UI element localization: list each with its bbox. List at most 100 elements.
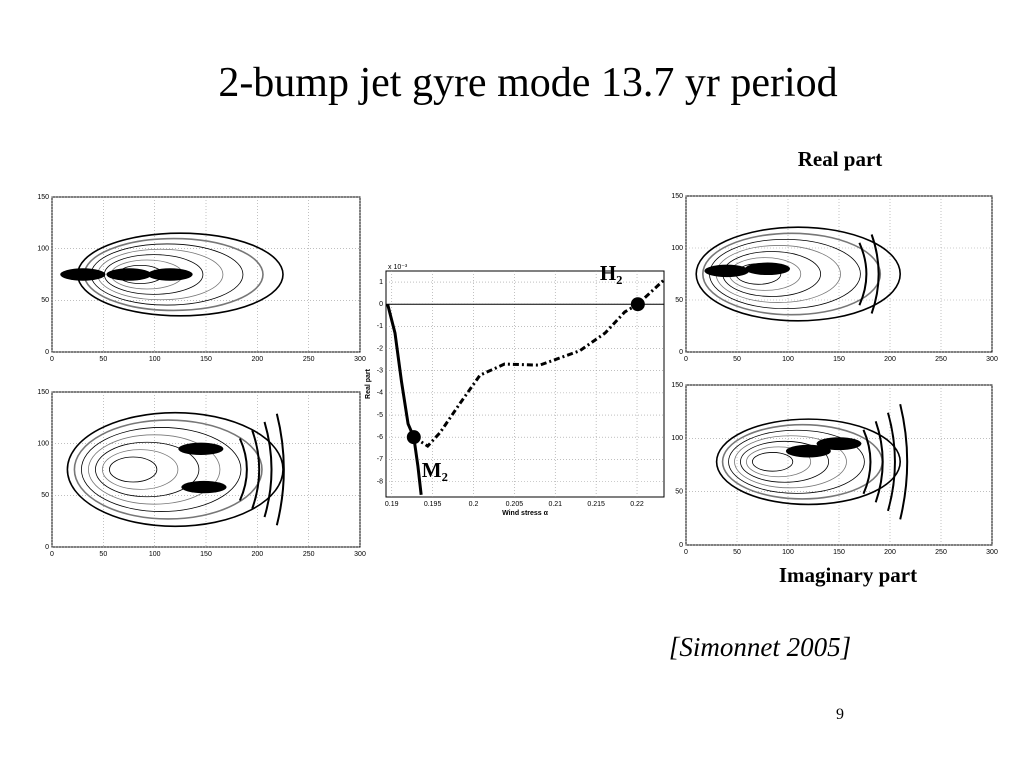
x-tick-label: 100 xyxy=(149,356,161,363)
y-tick-label: 50 xyxy=(41,297,49,304)
slide-title: 2-bump jet gyre mode 13.7 yr period xyxy=(218,60,837,106)
bifurcation-point xyxy=(630,297,645,312)
x-tick-label: 0 xyxy=(684,549,688,556)
x-tick-label: 100 xyxy=(782,549,794,556)
x-tick-label: 50 xyxy=(733,356,741,363)
y-tick-label: 50 xyxy=(41,492,49,499)
y-tick-label: 150 xyxy=(37,194,49,201)
y-tick-label: 0 xyxy=(679,349,683,356)
y-tick-label: 100 xyxy=(37,246,49,253)
page-number: 9 xyxy=(836,706,844,723)
contours xyxy=(60,232,284,317)
panel-frame xyxy=(685,384,993,546)
y-tick-label: 0 xyxy=(45,349,49,356)
x-tick-label: 250 xyxy=(303,356,315,363)
contour-core xyxy=(181,480,227,494)
x-tick-label: 150 xyxy=(833,549,845,556)
x-axis-label: Wind stress α xyxy=(502,510,549,517)
x-tick-label: 100 xyxy=(149,551,161,558)
series-line xyxy=(412,278,666,448)
x-tick-label: 150 xyxy=(200,356,212,363)
contour-arc xyxy=(275,413,285,526)
contour-core xyxy=(816,437,862,451)
x-tick-label: 200 xyxy=(251,551,263,558)
x-tick-label: 0 xyxy=(50,551,54,558)
contour xyxy=(81,427,242,512)
x-tick-label: 0.195 xyxy=(424,501,442,508)
contour xyxy=(95,441,200,498)
x-tick-label: 250 xyxy=(303,551,315,558)
real-label: Real part xyxy=(798,147,883,171)
x-tick-label: 50 xyxy=(99,356,107,363)
bifurcation-point xyxy=(406,430,421,445)
y-tick-label: 0 xyxy=(679,542,683,549)
y-tick-label: 0 xyxy=(379,301,383,308)
contour-arc xyxy=(870,234,880,314)
x-tick-label: 0.21 xyxy=(548,501,562,508)
y-tick-label: 50 xyxy=(675,489,683,496)
x-tick-label: 50 xyxy=(733,549,741,556)
contour xyxy=(728,429,865,494)
contour-arc xyxy=(858,242,868,306)
contour-arc xyxy=(886,412,896,512)
y-tick-label: -5 xyxy=(377,412,383,419)
x-tick-label: 200 xyxy=(884,356,896,363)
contour-arc xyxy=(874,420,884,503)
y-tick-label: 0 xyxy=(45,544,49,551)
contour xyxy=(715,418,902,506)
x-tick-label: 300 xyxy=(986,549,998,556)
contour-arc xyxy=(263,421,273,518)
contour xyxy=(702,232,882,316)
y-tick-label: -3 xyxy=(377,368,383,375)
contour-core xyxy=(745,262,791,276)
x-tick-label: 0.22 xyxy=(630,501,644,508)
y-axis-label: Real part xyxy=(365,368,372,399)
y-tick-label: -8 xyxy=(377,478,383,485)
contour xyxy=(695,226,902,322)
contour-core xyxy=(178,442,224,456)
contour xyxy=(109,456,158,483)
imag-label: Imaginary part xyxy=(779,563,917,587)
contour-core xyxy=(60,268,106,281)
x-tick-label: 0.2 xyxy=(469,501,479,508)
x-tick-label: 0.19 xyxy=(385,501,399,508)
y-tick-label: 150 xyxy=(37,389,49,396)
y-tick-label: -1 xyxy=(377,323,383,330)
series-line xyxy=(386,303,423,495)
citation: [Simonnet 2005] xyxy=(669,632,851,662)
contour xyxy=(740,440,829,483)
y-tick-label: 100 xyxy=(671,245,683,252)
contour-core xyxy=(106,268,152,281)
contour-arc xyxy=(862,429,872,495)
y-tick-label: 100 xyxy=(37,441,49,448)
x-tick-label: 250 xyxy=(935,549,947,556)
contours xyxy=(715,403,909,520)
point-label: H₂ xyxy=(600,261,623,285)
point-label: M₂ xyxy=(422,458,448,482)
x-tick-label: 300 xyxy=(354,551,366,558)
x-tick-label: 300 xyxy=(354,356,366,363)
contour xyxy=(746,446,812,478)
y-multiplier: x 10⁻³ xyxy=(388,264,408,271)
contours xyxy=(695,226,902,322)
y-tick-label: -6 xyxy=(377,434,383,441)
x-tick-label: 200 xyxy=(884,549,896,556)
x-tick-label: 300 xyxy=(986,356,998,363)
x-tick-label: 0 xyxy=(684,356,688,363)
y-tick-label: 100 xyxy=(671,435,683,442)
x-tick-label: 150 xyxy=(833,356,845,363)
x-tick-label: 100 xyxy=(782,356,794,363)
contour xyxy=(88,434,221,505)
contour xyxy=(102,449,179,490)
contour-core xyxy=(785,444,831,458)
x-tick-label: 200 xyxy=(251,356,263,363)
contour-arc xyxy=(899,403,909,520)
contour-arc xyxy=(238,438,248,501)
contour xyxy=(73,419,263,520)
contour xyxy=(752,452,794,472)
y-tick-label: 50 xyxy=(675,297,683,304)
contour-core xyxy=(704,264,750,278)
contour-core xyxy=(147,268,193,281)
contours xyxy=(66,411,285,528)
